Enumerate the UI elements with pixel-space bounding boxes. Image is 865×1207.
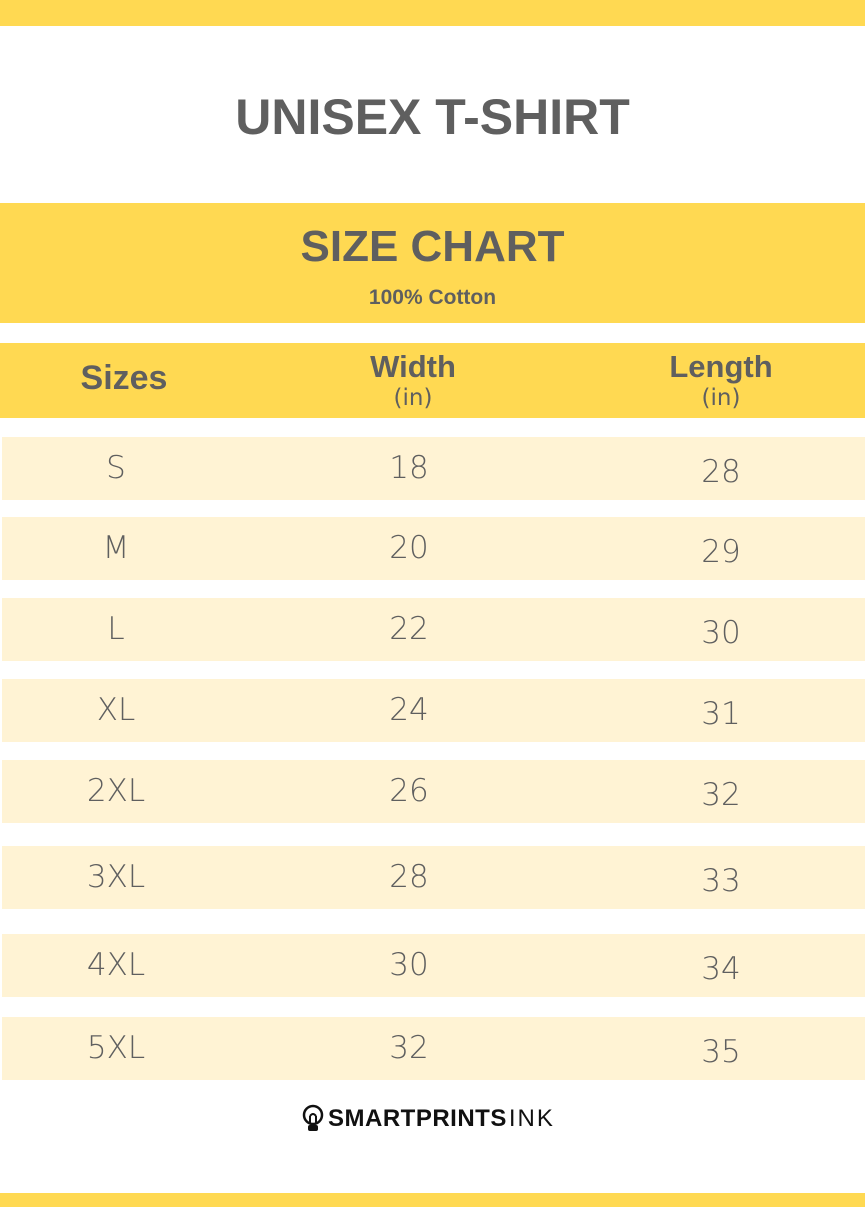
size-cell: 5XL	[86, 1030, 146, 1066]
width-cell: 24	[389, 692, 429, 728]
length-cell: 33	[701, 863, 741, 899]
table-row	[2, 598, 865, 661]
header-width-unit: (in)	[393, 385, 433, 411]
top-border	[0, 0, 865, 26]
length-cell: 30	[701, 615, 741, 651]
header-width-label: Width	[370, 349, 456, 384]
size-cell: L	[107, 611, 125, 647]
width-cell: 32	[389, 1030, 429, 1066]
table-row	[2, 517, 865, 580]
header-length: Length (in)	[621, 349, 821, 411]
length-cell: 35	[701, 1034, 741, 1070]
bottom-border	[0, 1193, 865, 1207]
width-cell: 30	[389, 947, 429, 983]
size-cell: 3XL	[86, 859, 146, 895]
table-row	[2, 846, 865, 909]
logo-light: INK	[508, 1105, 555, 1132]
size-cell: XL	[96, 692, 136, 728]
logo-bold: SMARTPRINTS	[328, 1105, 507, 1132]
banner-subtitle: 100% Cotton	[368, 286, 497, 309]
table-row	[2, 437, 865, 500]
width-cell: 18	[389, 450, 429, 486]
length-cell: 29	[701, 534, 741, 570]
width-cell: 28	[389, 859, 429, 895]
width-cell: 22	[389, 611, 429, 647]
smartprints-ink-logo: SMARTPRINTS INK	[302, 1104, 555, 1134]
table-row	[2, 679, 865, 742]
table-header	[0, 343, 865, 418]
header-width: Width (in)	[313, 349, 513, 411]
page-title: UNISEX T-SHIRT	[235, 89, 630, 145]
length-cell: 34	[701, 951, 741, 987]
lightbulb-icon	[302, 1104, 324, 1131]
header-length-unit: (in)	[701, 385, 741, 411]
size-cell: 2XL	[86, 773, 146, 809]
width-cell: 26	[389, 773, 429, 809]
length-cell: 32	[701, 777, 741, 813]
size-chart-banner	[0, 203, 865, 323]
size-cell: S	[106, 450, 126, 486]
header-sizes: Sizes	[80, 359, 168, 397]
length-cell: 31	[701, 696, 741, 732]
width-cell: 20	[389, 530, 429, 566]
length-cell: 28	[701, 454, 741, 490]
table-row	[2, 760, 865, 823]
table-row	[2, 1017, 865, 1080]
table-row	[2, 934, 865, 997]
size-cell: 4XL	[86, 947, 146, 983]
header-length-label: Length	[669, 349, 773, 384]
size-cell: M	[102, 530, 130, 566]
banner-title: SIZE CHART	[300, 222, 565, 271]
